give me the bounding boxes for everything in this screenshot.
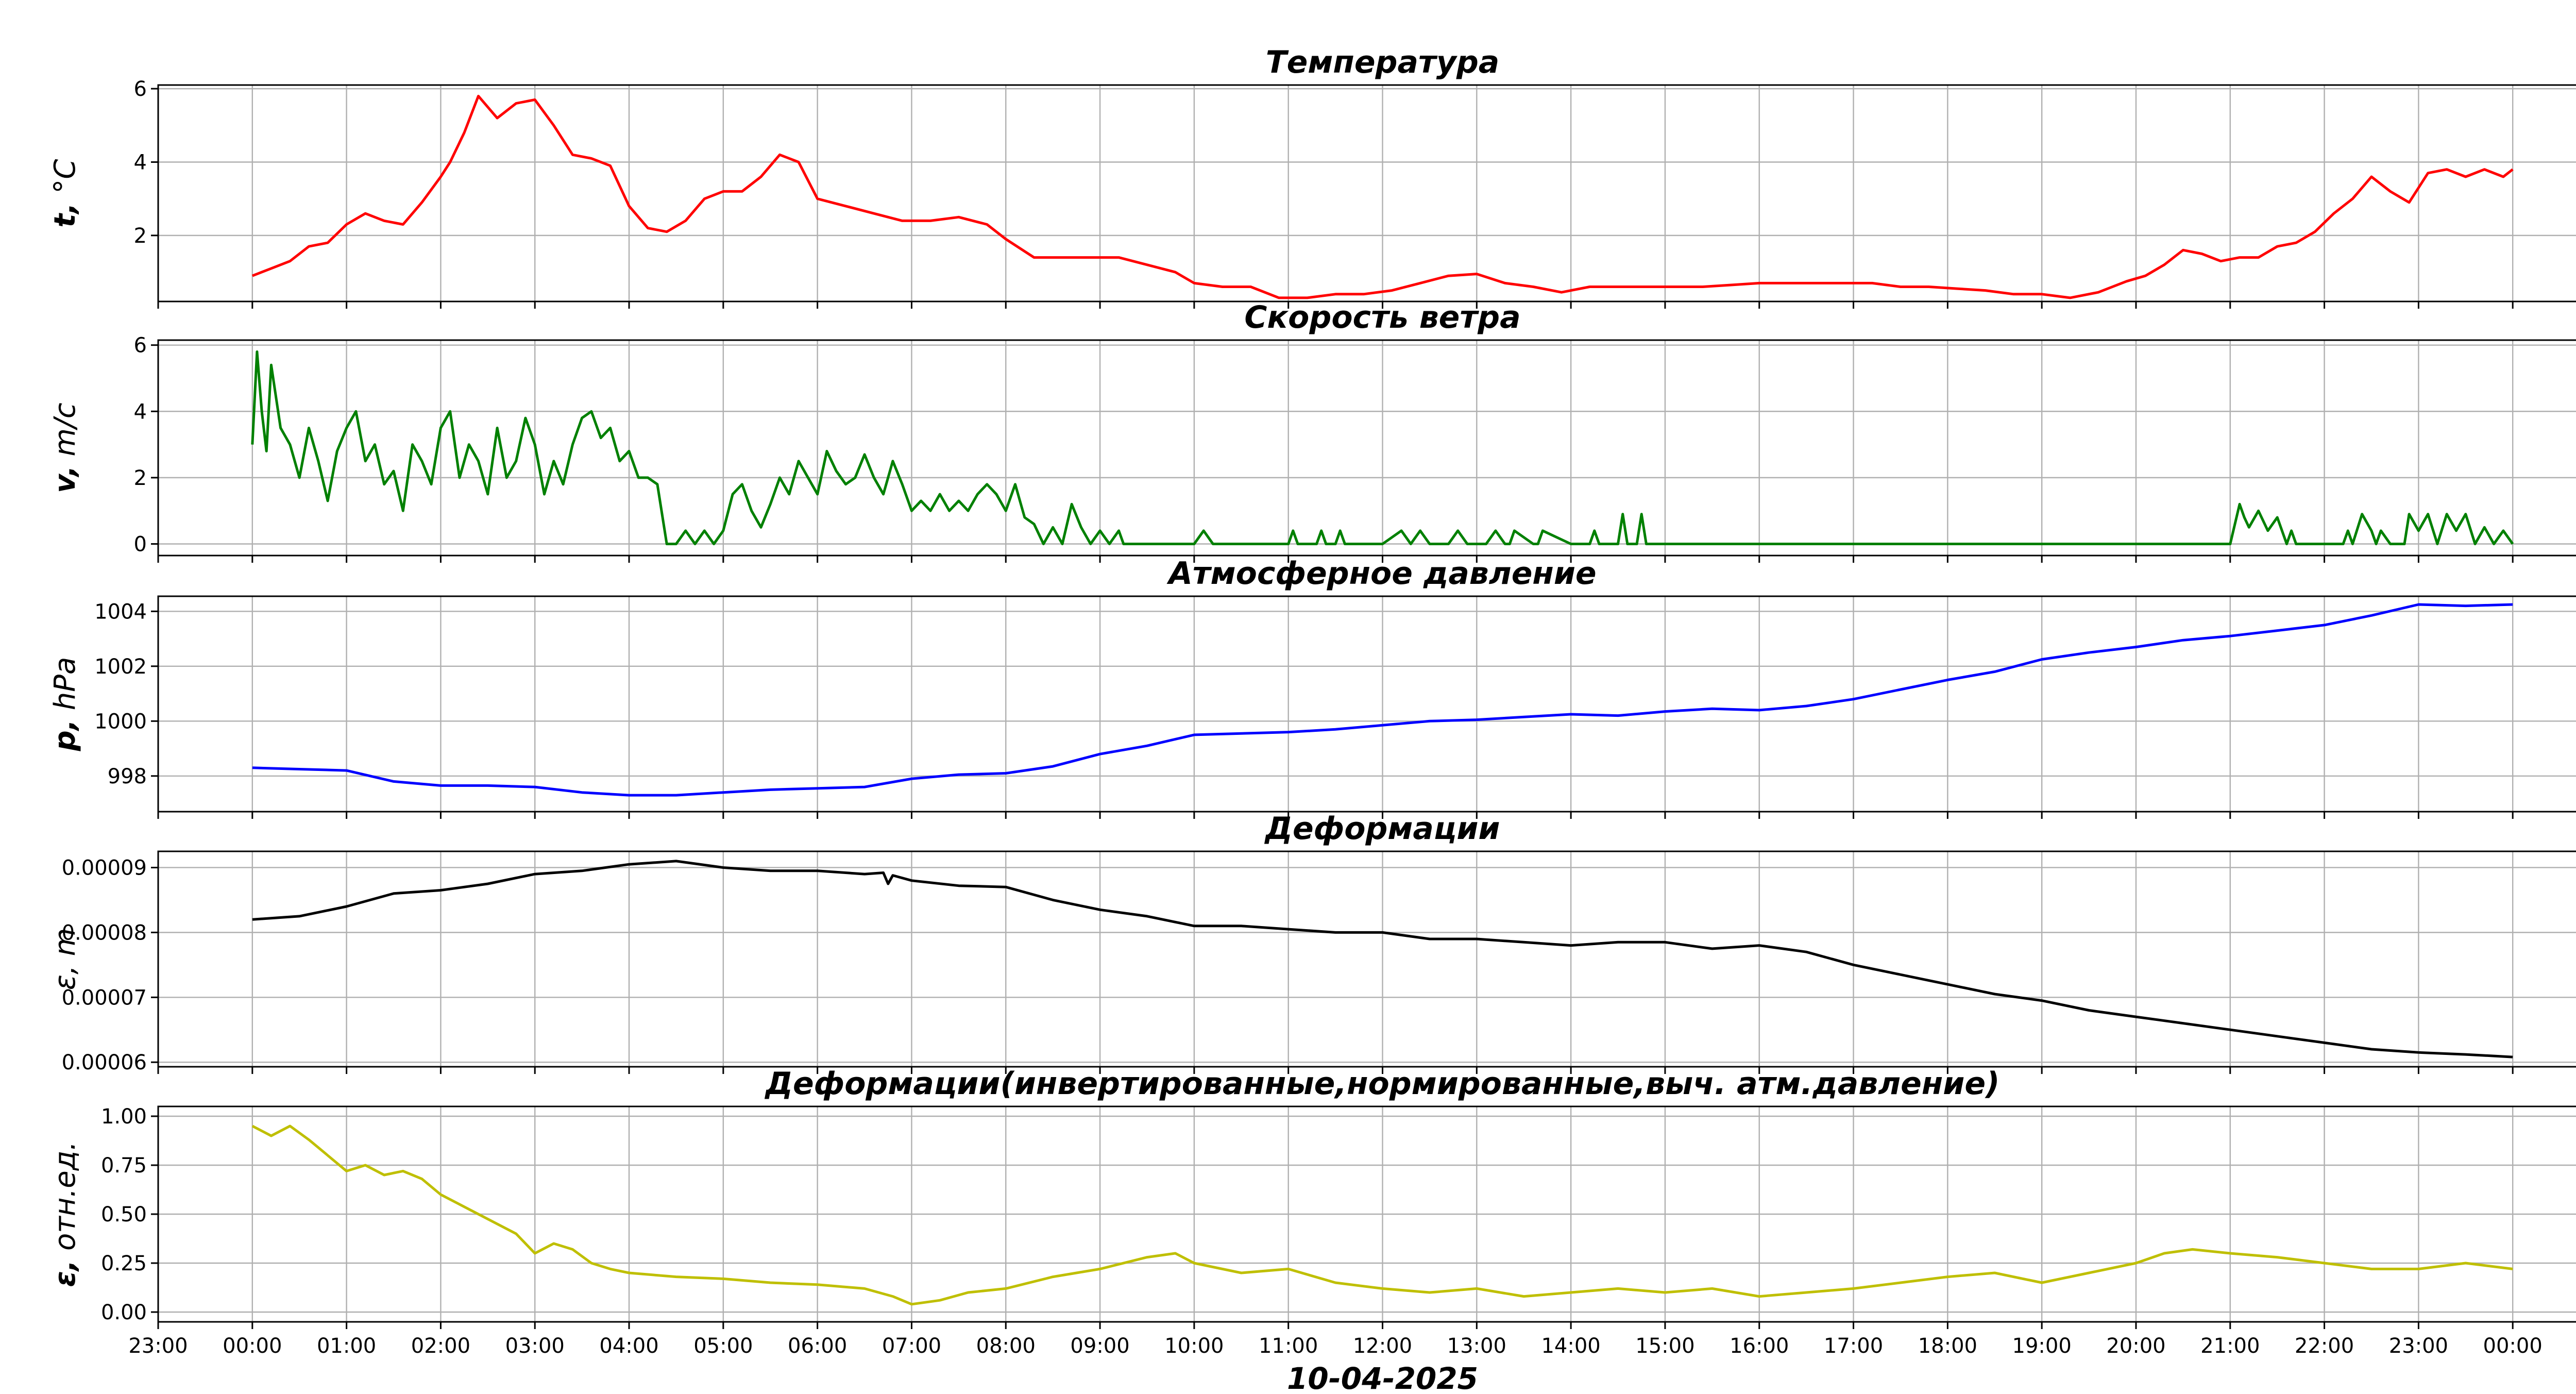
- y-tick-label: 4: [134, 150, 147, 174]
- x-tick-label: 18:00: [1918, 1334, 1977, 1358]
- y-axis-label-symbol: ε,: [48, 1260, 82, 1287]
- panel-frame: [157, 84, 2576, 303]
- x-tick-label: 23:00: [2389, 1334, 2448, 1358]
- y-axis-label: t, °C: [48, 159, 82, 228]
- x-tick-label: 14:00: [1541, 1334, 1600, 1358]
- y-axis-label-symbol: t,: [48, 203, 82, 227]
- x-tick-label: 01:00: [317, 1334, 376, 1358]
- panel-2: 998 1000 1002 1004 Атмосферное давление p, hP…: [48, 556, 2576, 819]
- x-tick-label: 09:00: [1070, 1334, 1129, 1358]
- x-tick-label: 06:00: [788, 1334, 847, 1358]
- y-axis-label-symbol: p,: [48, 719, 82, 751]
- y-tick-label: 0.00009: [62, 856, 147, 880]
- x-axis-label: 10-04-2025: [1287, 1361, 1478, 1391]
- y-tick-label: 0: [134, 532, 147, 556]
- panel-frame: [157, 850, 2576, 1068]
- y-tick-label: 998: [108, 765, 147, 788]
- x-tick-label: 11:00: [1259, 1334, 1318, 1358]
- y-axis-label: v, m/c: [48, 402, 82, 493]
- x-tick-label: 22:00: [2295, 1334, 2354, 1358]
- y-axis-label-unit: m/c: [48, 402, 82, 465]
- x-tick-label: 13:00: [1447, 1334, 1506, 1358]
- y-tick-label: 1004: [94, 600, 147, 624]
- panel-frame: [157, 339, 2576, 557]
- x-tick-label: 19:00: [2012, 1334, 2072, 1358]
- panel-1: 0 2 4 6 Скорость ветра v, m/c: [48, 299, 2576, 563]
- y-tick-label: 2: [134, 466, 147, 490]
- panel-title: Температура: [1266, 44, 1500, 80]
- y-tick-label: 6: [134, 334, 147, 358]
- x-tick-label: 20:00: [2106, 1334, 2165, 1358]
- y-tick-label: 4: [134, 400, 147, 424]
- y-tick-label: 1.00: [101, 1105, 147, 1129]
- y-tick-label: 0.25: [101, 1252, 147, 1275]
- panel-title: Скорость ветра: [1244, 299, 1520, 335]
- y-axis-label-unit: отн.ед.: [48, 1141, 82, 1260]
- y-tick-label: 1002: [94, 655, 147, 679]
- panel-title: Атмосферное давление: [1166, 556, 1596, 592]
- panel-0: 2 4 6 Температура t, °C: [48, 44, 2576, 309]
- y-tick-label: 2: [134, 224, 147, 248]
- x-tick-label: 04:00: [599, 1334, 658, 1358]
- x-tick-label: 05:00: [693, 1334, 753, 1358]
- x-tick-label: 23:00: [128, 1334, 188, 1358]
- x-tick-label: 03:00: [505, 1334, 565, 1358]
- y-tick-label: 0.00007: [62, 986, 147, 1010]
- x-tick-label: 08:00: [976, 1334, 1036, 1358]
- x-tick-label: 21:00: [2200, 1334, 2260, 1358]
- series-line-1-0: [251, 350, 2514, 545]
- x-tick-label: 12:00: [1353, 1334, 1412, 1358]
- panel-4: 0.00 0.25 0.50 0.75 1.00 Деформации(инвертиро…: [48, 1066, 2576, 1329]
- y-axis-label-unit: °C: [48, 159, 82, 203]
- panel-frame: [157, 595, 2576, 813]
- x-tick-label: 10:00: [1164, 1334, 1224, 1358]
- panel-frame: [157, 1105, 2576, 1323]
- series-line-4-0: [251, 1124, 2513, 1306]
- x-tick-label: 16:00: [1730, 1334, 1789, 1358]
- x-tick-label: 07:00: [882, 1334, 941, 1358]
- panel-title: Деформации(инвертированные,нормированные…: [765, 1066, 2000, 1102]
- y-axis-label-symbol: v,: [48, 465, 82, 493]
- y-tick-label: 0.50: [101, 1203, 147, 1227]
- y-tick-label: 1000: [94, 710, 147, 733]
- y-tick-label: 0.00006: [62, 1051, 147, 1074]
- x-tick-label: 00:00: [223, 1334, 282, 1358]
- series-line-0-0: [251, 94, 2514, 299]
- panel-3: 0.00006 0.00007 0.00008 0.00009 Деформации ε,…: [48, 811, 2576, 1074]
- y-axis-label: ε, отн.ед.: [48, 1141, 82, 1287]
- y-tick-label: 0.00008: [62, 921, 147, 945]
- y-axis-label: p, hPa: [48, 657, 82, 752]
- x-tick-label: 02:00: [411, 1334, 470, 1358]
- x-tick-label: 00:00: [2483, 1334, 2543, 1358]
- y-tick-label: 0.75: [101, 1154, 147, 1178]
- y-tick-label: 6: [134, 77, 147, 101]
- panel-title: Деформации: [1264, 811, 1500, 847]
- y-axis-label-unit: hPa: [48, 657, 82, 719]
- x-tick-label: 15:00: [1635, 1334, 1694, 1358]
- series-line-2-0: [252, 603, 2513, 797]
- y-tick-label: 0.00: [101, 1301, 147, 1324]
- series-line-3-0: [252, 860, 2513, 1059]
- y-axis-label: ε, m: [48, 928, 82, 990]
- y-axis-label-unit: ε, m: [48, 928, 82, 990]
- x-tick-label: 17:00: [1824, 1334, 1883, 1358]
